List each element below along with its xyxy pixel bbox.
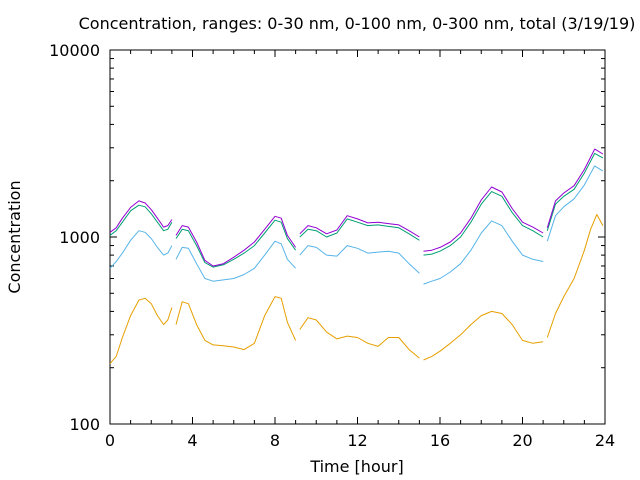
series-4-line-segment [299,215,420,238]
series-4-line-segment [546,148,604,228]
y-axis-label: Concentration [5,180,24,293]
series-1-line-segment [109,297,173,365]
x-tick-label: 12 [347,431,367,450]
series-1-line-segment [175,296,297,351]
x-tick-label: 4 [187,431,197,450]
series-1-line-segment [299,317,420,359]
series-2-line-segment [175,240,296,282]
series-4-line-segment [109,200,173,233]
series-3-line-segment [109,204,173,236]
series-4-line-segment [423,186,544,252]
series-3-line-segment [299,218,420,241]
series-2-line-segment [546,165,604,242]
series-4-line-segment [175,215,297,267]
chart-title: Concentration, ranges: 0-30 nm, 0-100 nm… [79,14,636,33]
axis-ticks: 0 4 8 12 16 20 24 100 1000 10000 [49,41,615,450]
series-2-line-segment [109,230,173,269]
series-3-line-segment [546,152,604,231]
x-tick-label: 16 [430,431,450,450]
series-2-line-segment [423,220,544,285]
plot-frame [109,49,606,425]
series-3-line-segment [175,219,297,268]
y-tick-label: 10000 [49,41,100,60]
x-axis-label: Time [hour] [309,457,403,476]
y-tick-label: 100 [69,415,100,434]
x-tick-label: 24 [595,431,615,450]
plot-border [109,49,606,425]
series-layer [109,148,604,365]
series-3-line-segment [423,191,544,256]
x-tick-label: 0 [105,431,115,450]
series-1-line-segment [423,310,544,361]
series-2-line-segment [299,245,420,274]
x-tick-label: 20 [512,431,532,450]
series-1-line-segment [546,214,604,338]
x-tick-label: 8 [270,431,280,450]
y-tick-label: 1000 [59,228,100,247]
